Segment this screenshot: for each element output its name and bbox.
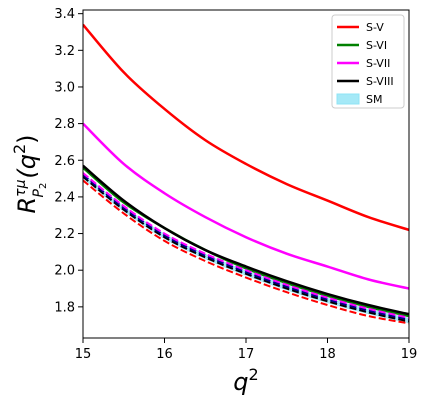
x-tick-label: 17 <box>238 347 255 362</box>
y-axis-label-base: R <box>13 197 41 214</box>
y-axis: 1.8 2.0 2.2 2.4 2.6 2.8 3.0 3.2 3.4 <box>54 7 83 315</box>
y-tick-label: 2.2 <box>54 227 75 242</box>
legend-label-s-viii: S-VIII <box>366 75 394 88</box>
x-tick-label: 18 <box>319 347 336 362</box>
legend-entries: S-V S-VI S-VII S-VIII SM <box>336 21 394 106</box>
series-dashed-line-7 <box>83 174 409 321</box>
legend-swatch-sm <box>336 93 360 105</box>
legend-label-s-vii: S-VII <box>366 57 390 70</box>
y-axis-label-arg-sup: 2 <box>10 144 29 154</box>
x-axis: 15 16 17 18 19 <box>75 338 418 362</box>
x-axis-label-sup: 2 <box>249 365 259 384</box>
legend-label-s-vi: S-VI <box>366 39 387 52</box>
y-axis-label-sub: P <box>31 188 47 197</box>
legend-label-sm: SM <box>366 93 382 106</box>
x-axis-label: q2 <box>233 365 258 396</box>
sm-band-layer <box>83 173 409 324</box>
y-axis-label-subsub: 2 <box>38 183 49 189</box>
x-tick-label: 16 <box>156 347 173 362</box>
sm-band <box>83 173 409 324</box>
series-line-s-vi <box>83 166 409 318</box>
legend: S-V S-VI S-VII S-VIII SM <box>331 14 405 109</box>
y-tick-label: 2.6 <box>54 154 75 169</box>
x-tick-label: 15 <box>75 347 92 362</box>
legend-label-s-v: S-V <box>366 21 384 34</box>
series-dashed-line-8 <box>83 172 409 319</box>
y-axis-label-arg-open: (q <box>13 154 41 179</box>
x-tick-label: 19 <box>401 347 418 362</box>
series-line-s-v <box>83 23 409 232</box>
series-dashed-line-5 <box>83 179 409 325</box>
y-tick-label: 3.0 <box>54 80 75 95</box>
y-axis-label: Rτμ P2(q2) <box>10 134 49 213</box>
y-tick-label: 2.4 <box>54 190 75 205</box>
legend-box <box>331 14 405 109</box>
series-line-s-vii <box>83 122 409 290</box>
y-tick-label: 1.8 <box>54 300 75 315</box>
y-axis-label-arg-close: ) <box>13 134 41 143</box>
series-dashed-line-6 <box>83 175 409 323</box>
series-line-s-viii <box>83 164 409 316</box>
y-tick-label: 2.8 <box>54 117 75 132</box>
y-axis-label-sup: τμ <box>13 179 29 196</box>
y-tick-label: 2.0 <box>54 264 75 279</box>
y-tick-label: 3.4 <box>54 7 75 22</box>
y-tick-label: 3.2 <box>54 44 75 59</box>
series-line-layer <box>83 23 409 325</box>
x-axis-label-text: q <box>233 368 248 396</box>
